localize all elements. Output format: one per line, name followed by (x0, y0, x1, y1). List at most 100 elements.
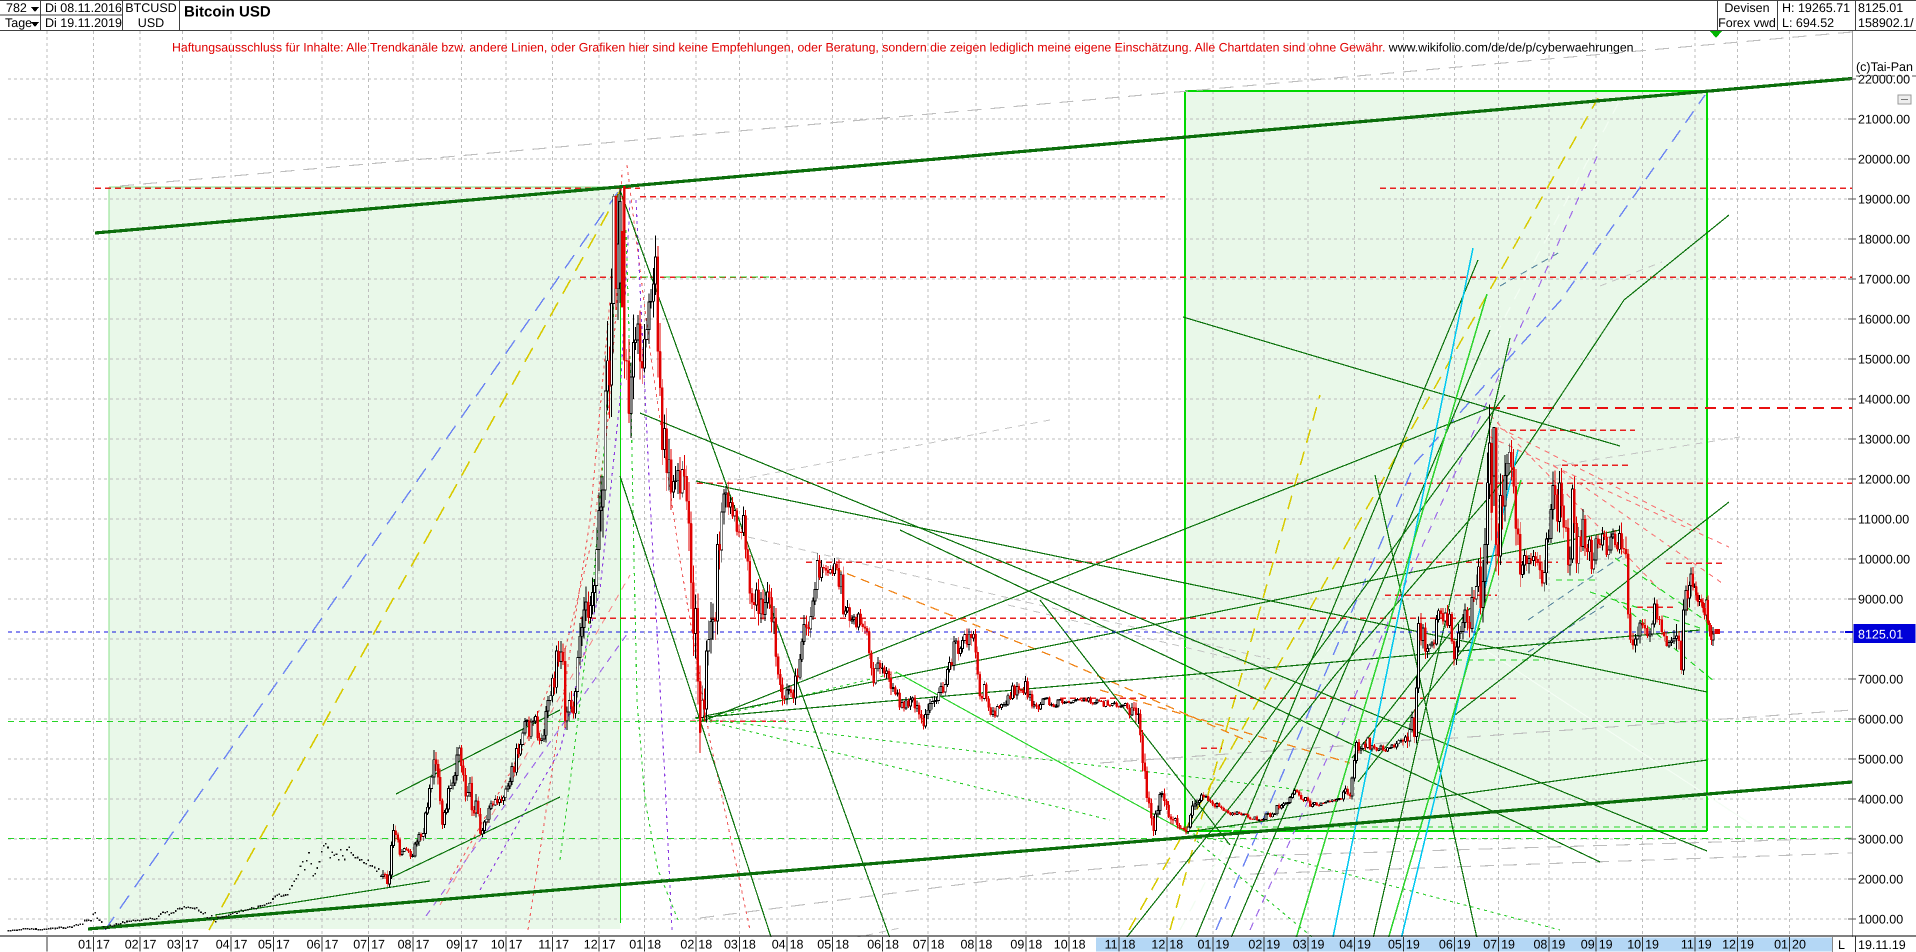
svg-text:5000.00: 5000.00 (1858, 753, 1903, 767)
svg-text:05: 05 (258, 938, 272, 952)
svg-text:12: 12 (1722, 938, 1736, 952)
svg-text:08: 08 (960, 938, 974, 952)
svg-text:6000.00: 6000.00 (1858, 713, 1903, 727)
svg-text:17: 17 (143, 938, 157, 952)
svg-text:09: 09 (1010, 938, 1024, 952)
svg-text:Bitcoin USD: Bitcoin USD (184, 4, 271, 21)
svg-text:BTCUSD: BTCUSD (125, 1, 176, 15)
svg-text:17: 17 (234, 938, 248, 952)
svg-text:19: 19 (1645, 938, 1659, 952)
svg-text:08: 08 (1533, 938, 1547, 952)
svg-text:17: 17 (416, 938, 430, 952)
svg-text:Devisen: Devisen (1724, 1, 1769, 15)
svg-text:10: 10 (1627, 938, 1641, 952)
svg-text:11000.00: 11000.00 (1858, 513, 1909, 527)
svg-text:18: 18 (1169, 938, 1183, 952)
svg-text:USD: USD (138, 16, 164, 30)
svg-text:20000.00: 20000.00 (1858, 153, 1910, 167)
svg-text:22000.00: 22000.00 (1858, 73, 1910, 87)
svg-text:06: 06 (1439, 938, 1453, 952)
svg-text:3000.00: 3000.00 (1858, 833, 1903, 847)
svg-text:10: 10 (491, 938, 505, 952)
svg-text:Forex vwd: Forex vwd (1718, 16, 1776, 30)
svg-text:06: 06 (307, 938, 321, 952)
svg-text:20: 20 (1792, 938, 1806, 952)
svg-text:04: 04 (1339, 938, 1353, 952)
svg-text:11: 11 (538, 938, 551, 952)
svg-text:02: 02 (1248, 938, 1262, 952)
svg-text:L: 694.52: L: 694.52 (1782, 16, 1834, 30)
svg-text:08: 08 (398, 938, 412, 952)
svg-text:782: 782 (6, 1, 27, 15)
svg-text:H: 19265.71: H: 19265.71 (1782, 1, 1850, 15)
svg-text:1000.00: 1000.00 (1858, 913, 1903, 927)
svg-text:L: L (1838, 938, 1845, 952)
svg-text:12: 12 (1151, 938, 1165, 952)
svg-text:19: 19 (1599, 938, 1613, 952)
svg-text:19: 19 (1698, 938, 1712, 952)
svg-text:04: 04 (772, 938, 786, 952)
svg-text:17: 17 (96, 938, 110, 952)
svg-text:17: 17 (509, 938, 523, 952)
svg-text:01: 01 (78, 938, 92, 952)
svg-text:7000.00: 7000.00 (1858, 673, 1903, 687)
svg-text:03: 03 (1293, 938, 1307, 952)
svg-text:8125.01: 8125.01 (1858, 628, 1903, 642)
svg-text:Di 08.11.2016: Di 08.11.2016 (45, 1, 122, 15)
svg-text:8125.01: 8125.01 (1858, 1, 1903, 15)
svg-text:19: 19 (1311, 938, 1325, 952)
svg-text:Di 19.11.2019: Di 19.11.2019 (45, 16, 122, 30)
svg-text:18: 18 (978, 938, 992, 952)
svg-text:19: 19 (1501, 938, 1515, 952)
svg-text:19: 19 (1740, 938, 1754, 952)
svg-text:12: 12 (584, 938, 598, 952)
svg-text:17: 17 (602, 938, 616, 952)
svg-text:18: 18 (742, 938, 756, 952)
svg-text:18: 18 (835, 938, 849, 952)
svg-text:10: 10 (1054, 938, 1068, 952)
svg-text:21000.00: 21000.00 (1858, 113, 1910, 127)
svg-text:11: 11 (1105, 938, 1118, 952)
svg-text:Haftungsausschluss für Inhalte: Haftungsausschluss für Inhalte: Alle Tre… (172, 41, 1634, 55)
svg-text:18: 18 (647, 938, 661, 952)
svg-text:9000.00: 9000.00 (1858, 593, 1903, 607)
svg-text:03: 03 (724, 938, 738, 952)
svg-text:01: 01 (1774, 938, 1788, 952)
svg-text:07: 07 (1483, 938, 1497, 952)
svg-text:19.11.19: 19.11.19 (1858, 938, 1906, 952)
svg-text:19: 19 (1406, 938, 1420, 952)
svg-text:4000.00: 4000.00 (1858, 793, 1903, 807)
svg-text:18: 18 (698, 938, 712, 952)
svg-text:02: 02 (125, 938, 139, 952)
svg-text:19: 19 (1266, 938, 1280, 952)
svg-text:17: 17 (276, 938, 290, 952)
svg-text:12000.00: 12000.00 (1858, 473, 1910, 487)
svg-text:18: 18 (885, 938, 899, 952)
svg-text:18: 18 (1072, 938, 1086, 952)
svg-text:19: 19 (1215, 938, 1229, 952)
svg-text:17: 17 (371, 938, 385, 952)
svg-text:16000.00: 16000.00 (1858, 313, 1910, 327)
svg-text:17: 17 (555, 938, 569, 952)
svg-text:2000.00: 2000.00 (1858, 873, 1903, 887)
svg-text:18: 18 (1122, 938, 1136, 952)
svg-text:18000.00: 18000.00 (1858, 233, 1910, 247)
svg-text:17: 17 (325, 938, 339, 952)
svg-text:17: 17 (464, 938, 478, 952)
svg-text:05: 05 (1388, 938, 1402, 952)
svg-text:09: 09 (1581, 938, 1595, 952)
svg-text:03: 03 (167, 938, 181, 952)
svg-text:15000.00: 15000.00 (1858, 353, 1910, 367)
svg-text:Tage: Tage (5, 16, 32, 30)
svg-text:19: 19 (1357, 938, 1371, 952)
svg-text:11: 11 (1681, 938, 1694, 952)
svg-text:01: 01 (1197, 938, 1211, 952)
svg-text:19: 19 (1551, 938, 1565, 952)
svg-text:06: 06 (867, 938, 881, 952)
svg-text:18: 18 (790, 938, 804, 952)
svg-text:19000.00: 19000.00 (1858, 193, 1910, 207)
svg-text:09: 09 (446, 938, 460, 952)
svg-text:(c)Tai-Pan: (c)Tai-Pan (1856, 60, 1913, 74)
svg-text:17: 17 (185, 938, 199, 952)
svg-text:14000.00: 14000.00 (1858, 393, 1910, 407)
